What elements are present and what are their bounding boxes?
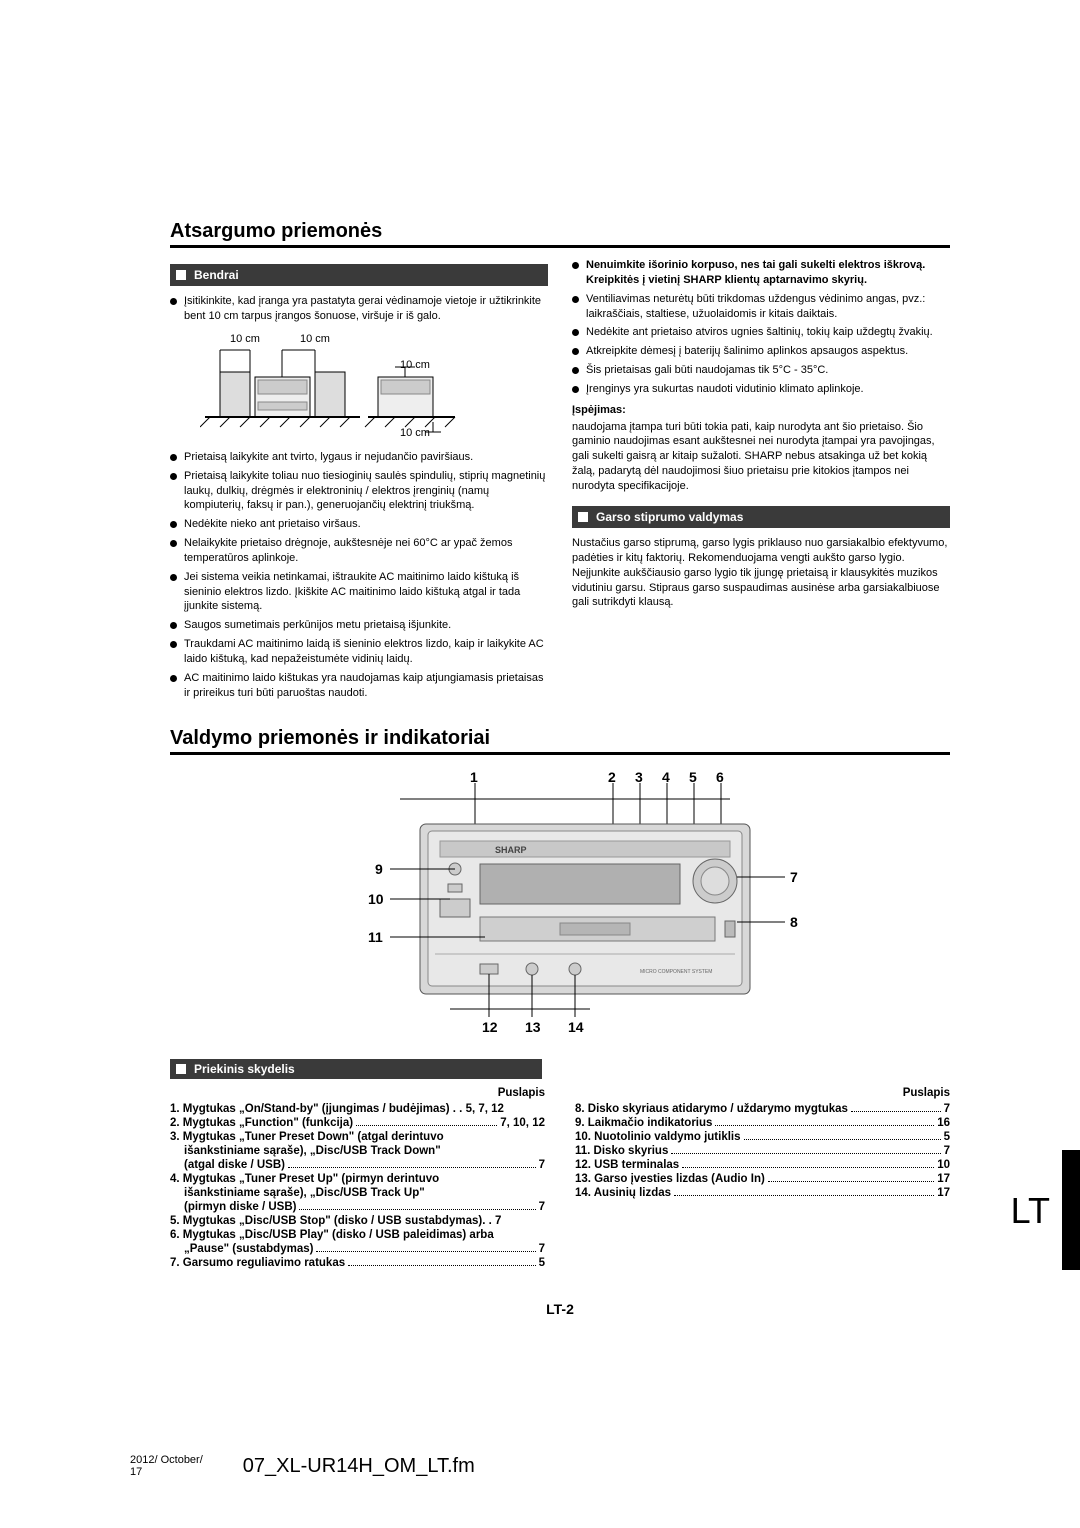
index-row: 3. Mygtukas „Tuner Preset Down" (atgal d…: [170, 1131, 545, 1143]
index-row: (atgal diske / USB)7: [170, 1159, 545, 1171]
bullet-item: Nedėkite ant prietaiso atviros ugnies ša…: [572, 325, 950, 340]
square-icon: [578, 512, 588, 522]
warning-title: Įspėjimas:: [572, 403, 950, 418]
index-row: 5. Mygtukas „Disc/USB Stop" (disko / USB…: [170, 1215, 545, 1227]
footer-filename: 07_XL-UR14H_OM_LT.fm: [243, 1455, 475, 1478]
page-label-right: Puslapis: [575, 1087, 950, 1099]
warning-body: naudojama įtampa turi būti tokia pati, k…: [572, 420, 950, 494]
precautions-heading: Atsargumo priemonės: [170, 220, 950, 248]
index-row: 2. Mygtukas „Function" (funkcija)7, 10, …: [170, 1117, 545, 1129]
bullet-item: Atkreipkite dėmesį į baterijų šalinimo a…: [572, 344, 950, 359]
bullet-item: Prietaisą laikykite ant tvirto, lygaus i…: [170, 450, 548, 465]
callout-14: 14: [568, 1019, 584, 1035]
side-language-label: LT: [1011, 1190, 1050, 1232]
index-row: 11. Disko skyrius7: [575, 1145, 950, 1157]
square-icon: [176, 1064, 186, 1074]
index-row: 7. Garsumo reguliavimo ratukas5: [170, 1257, 545, 1269]
index-row: „Pause" (sustabdymas)7: [170, 1243, 545, 1255]
section-front-panel-label: Priekinis skydelis: [194, 1062, 295, 1076]
index-row: 9. Laikmačio indikatorius16: [575, 1117, 950, 1129]
bullet-list-top: Įsitikinkite, kad įranga yra pastatyta g…: [170, 294, 548, 324]
callout-13: 13: [525, 1019, 541, 1035]
spacing-diagram: 10 cm 10 cm 10 cm 10 cm: [200, 332, 460, 442]
index-row: išankstiniame sąraše), „Disc/USB Track U…: [170, 1187, 545, 1199]
side-tab-bar: [1062, 1150, 1080, 1270]
svg-text:SHARP: SHARP: [495, 845, 527, 855]
callout-9: 9: [375, 861, 383, 877]
index-row: 8. Disko skyriaus atidarymo / uždarymo m…: [575, 1103, 950, 1115]
callout-8: 8: [790, 914, 798, 930]
bullet-item: Nelaikykite prietaiso drėgnoje, aukštesn…: [170, 536, 548, 566]
index-row: 1. Mygtukas „On/Stand-by" (įjungimas / b…: [170, 1103, 545, 1115]
section-volume-label: Garso stiprumo valdymas: [596, 509, 743, 525]
index-list-left: 1. Mygtukas „On/Stand-by" (įjungimas / b…: [170, 1103, 545, 1269]
callout-10: 10: [368, 891, 384, 907]
callout-7: 7: [790, 869, 798, 885]
controls-heading: Valdymo priemonės ir indikatoriai: [170, 727, 950, 755]
bullet-list-right: Nenuimkite išorinio korpuso, nes tai gal…: [572, 258, 950, 397]
square-icon: [176, 270, 186, 280]
footer: 2012/ October/ 17 07_XL-UR14H_OM_LT.fm: [130, 1454, 475, 1478]
bullet-item: AC maitinimo laido kištukas yra naudojam…: [170, 671, 548, 701]
bullet-list-bottom: Prietaisą laikykite ant tvirto, lygaus i…: [170, 450, 548, 701]
bullet-item: Nenuimkite išorinio korpuso, nes tai gal…: [572, 258, 950, 288]
page-label-left: Puslapis: [170, 1087, 545, 1099]
callout-3: 3: [635, 769, 643, 785]
section-general: Bendrai: [170, 264, 548, 286]
index-row: 12. USB terminalas10: [575, 1159, 950, 1171]
index-row: 6. Mygtukas „Disc/USB Play" (disko / USB…: [170, 1229, 545, 1241]
bullet-item: Nedėkite nieko ant prietaiso viršaus.: [170, 517, 548, 532]
index-row: išankstiniame sąraše), „Disc/USB Track D…: [170, 1145, 545, 1157]
footer-date: 2012/ October/ 17: [130, 1454, 203, 1478]
device-figure: 1 2 3 4 5 6 7 8 9 10 11 12 13 14: [300, 769, 820, 1039]
bullet-item: Įsitikinkite, kad įranga yra pastatyta g…: [170, 294, 548, 324]
svg-text:MICRO COMPONENT SYSTEM: MICRO COMPONENT SYSTEM: [640, 969, 712, 975]
bullet-item: Įrenginys yra sukurtas naudoti vidutinio…: [572, 382, 950, 397]
section-front-panel: Priekinis skydelis: [170, 1059, 542, 1079]
index-row: 14. Ausinių lizdas17: [575, 1187, 950, 1199]
section-volume: Garso stiprumo valdymas: [572, 506, 950, 528]
callout-11: 11: [368, 929, 383, 945]
callout-4: 4: [662, 769, 670, 785]
bullet-item: Prietaisą laikykite toliau nuo tiesiogin…: [170, 469, 548, 514]
bullet-item: Ventiliavimas neturėtų būti trikdomas už…: [572, 292, 950, 322]
index-row: 4. Mygtukas „Tuner Preset Up" (pirmyn de…: [170, 1173, 545, 1185]
bullet-item: Jei sistema veikia netinkamai, ištraukit…: [170, 570, 548, 615]
callout-5: 5: [689, 769, 697, 785]
index-list-right: 8. Disko skyriaus atidarymo / uždarymo m…: [575, 1103, 950, 1199]
index-row: 13. Garso įvesties lizdas (Audio In)17: [575, 1173, 950, 1185]
bullet-item: Šis prietaisas gali būti naudojamas tik …: [572, 363, 950, 378]
volume-body: Nustačius garso stiprumą, garso lygis pr…: [572, 536, 950, 610]
bullet-item: Saugos sumetimais perkūnijos metu prieta…: [170, 618, 548, 633]
callout-12: 12: [482, 1019, 498, 1035]
section-general-label: Bendrai: [194, 267, 239, 283]
callout-6: 6: [716, 769, 724, 785]
callout-1: 1: [470, 769, 478, 785]
index-row: (pirmyn diske / USB)7: [170, 1201, 545, 1213]
index-row: 10. Nuotolinio valdymo jutiklis5: [575, 1131, 950, 1143]
bullet-item: Traukdami AC maitinimo laidą iš sieninio…: [170, 637, 548, 667]
callout-2: 2: [608, 769, 616, 785]
page-number: LT-2: [170, 1301, 950, 1317]
